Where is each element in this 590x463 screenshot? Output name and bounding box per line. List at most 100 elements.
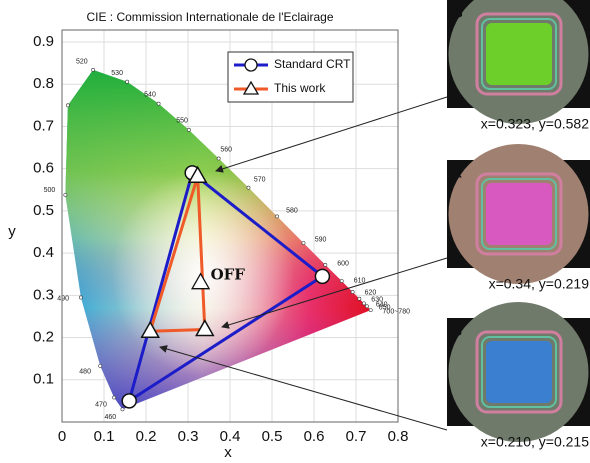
emission-ring bbox=[481, 336, 557, 408]
point-marker bbox=[121, 393, 137, 409]
locus-point bbox=[65, 103, 70, 108]
locus-point bbox=[79, 295, 83, 300]
wavelength-label: 640 bbox=[376, 301, 388, 308]
emission-ring bbox=[475, 12, 563, 96]
y-tick-label: 0.3 bbox=[33, 286, 54, 303]
wavelength-label: 470 bbox=[95, 402, 107, 409]
emission-area bbox=[486, 341, 552, 403]
locus-point bbox=[112, 395, 116, 400]
series-line bbox=[148, 174, 207, 333]
locus-point bbox=[98, 363, 103, 368]
wavelength-label: 630 bbox=[371, 296, 383, 303]
locus-point bbox=[368, 308, 373, 313]
arrow bbox=[221, 257, 448, 329]
legend-label: Standard CRT bbox=[274, 57, 351, 71]
wavelength-label: 620 bbox=[365, 289, 377, 296]
arrow bbox=[159, 345, 448, 431]
y-tick-label: 0.2 bbox=[33, 329, 54, 346]
y-tick-label: 0.8 bbox=[33, 75, 54, 92]
emission-ring bbox=[475, 172, 563, 256]
locus-point bbox=[365, 304, 369, 309]
x-tick-label: 0.3 bbox=[178, 428, 199, 445]
x-tick-label: 0.6 bbox=[304, 428, 325, 445]
x-tick-label: 0.8 bbox=[388, 428, 409, 445]
panel-letter: B bbox=[452, 323, 462, 339]
panels: Gx=0.323, y=0.582 Rx=0.34, y=0.219 Bx=0.21… bbox=[447, 0, 590, 450]
locus-point bbox=[91, 67, 95, 72]
wavelength-label: 650 bbox=[379, 304, 391, 311]
chart-title: CIE : Commission Internationale de l'Ecl… bbox=[86, 10, 333, 24]
wavelength-label: 570 bbox=[254, 176, 266, 183]
x-tick-label: 0.5 bbox=[262, 428, 283, 445]
wavelength-label: 460 bbox=[104, 414, 116, 421]
overlay: 0.1 0.2 0.3 0.4 0.5 0.6 0.7 0.8 0.9 0 0.1 0.2 0.3 0.4… bbox=[33, 33, 408, 445]
wavelength-label: 520 bbox=[76, 59, 88, 66]
locus-point bbox=[357, 296, 362, 301]
x-tick-label: 0 bbox=[58, 428, 66, 445]
panel-caption: x=0.323, y=0.582 bbox=[481, 116, 589, 132]
panel-caption: x=0.210, y=0.215 bbox=[481, 434, 589, 450]
plot-frame bbox=[61, 29, 399, 423]
locus-point bbox=[246, 185, 251, 190]
emission-area bbox=[486, 23, 552, 85]
x-tick-label: 0.1 bbox=[94, 428, 115, 445]
wavelength-label: 610 bbox=[354, 278, 366, 285]
y-tick-label: 0.9 bbox=[33, 33, 54, 50]
point-marker bbox=[195, 319, 215, 337]
gamut-white bbox=[65, 69, 371, 410]
x-tick-label: 0.4 bbox=[220, 428, 241, 445]
y-axis-label: y bbox=[8, 223, 16, 240]
legend-marker bbox=[244, 58, 258, 72]
panel-caption: x=0.34, y=0.219 bbox=[489, 276, 590, 292]
x-axis-label: x bbox=[224, 444, 232, 461]
locus-point bbox=[275, 214, 279, 219]
arrows bbox=[159, 96, 448, 431]
wavelength-label: 530 bbox=[111, 70, 123, 77]
emission-area bbox=[486, 183, 552, 245]
emission-ring bbox=[475, 330, 563, 414]
locus-point bbox=[125, 79, 130, 84]
y-tick-label: 0.7 bbox=[33, 117, 54, 134]
panel-letter: R bbox=[452, 165, 462, 181]
x-tick-label: 0.7 bbox=[346, 428, 367, 445]
wavelength-label: 480 bbox=[79, 368, 91, 375]
wavelength-label: 590 bbox=[315, 237, 327, 244]
locus-point bbox=[350, 290, 355, 294]
wavelength-label: 560 bbox=[220, 146, 232, 153]
locus-point bbox=[63, 192, 68, 197]
locus-point bbox=[216, 156, 221, 161]
plot: 460 470 480 490 500 520 530 540 550 560 570 580 590 6… bbox=[44, 30, 410, 422]
annotation-text: OFF bbox=[211, 266, 246, 284]
emission-ring bbox=[481, 178, 557, 250]
y-tick-label: 0.4 bbox=[33, 244, 54, 261]
point-marker bbox=[140, 320, 160, 338]
legend-label: This work bbox=[274, 81, 326, 95]
wavelength-label: 700~780 bbox=[383, 308, 411, 315]
y-tick-label: 0.5 bbox=[33, 202, 54, 219]
series-line bbox=[127, 171, 324, 403]
emission-ring bbox=[481, 18, 557, 90]
wavelength-label: 600 bbox=[337, 261, 349, 268]
locus-point bbox=[323, 263, 328, 267]
locus-point bbox=[362, 301, 366, 306]
point-marker bbox=[314, 268, 331, 285]
locus-point bbox=[120, 407, 125, 412]
wavelength-label: 580 bbox=[286, 207, 298, 214]
locus-point bbox=[186, 127, 191, 132]
y-tick-label: 0.1 bbox=[33, 371, 54, 388]
panel-letter: G bbox=[452, 5, 463, 21]
wavelength-label: 490 bbox=[57, 295, 69, 302]
wavelength-label: 500 bbox=[44, 187, 56, 194]
annotation-marker bbox=[190, 272, 211, 290]
y-tick-label: 0.6 bbox=[33, 160, 54, 177]
legend-marker bbox=[242, 80, 260, 95]
arrow bbox=[215, 96, 448, 173]
point-marker bbox=[187, 165, 208, 184]
x-tick-label: 0.2 bbox=[136, 428, 157, 445]
wavelength-label: 550 bbox=[176, 118, 188, 125]
locus-point bbox=[156, 101, 161, 106]
locus-point bbox=[339, 279, 344, 283]
locus-point bbox=[301, 241, 306, 245]
wavelength-label: 540 bbox=[144, 92, 156, 99]
